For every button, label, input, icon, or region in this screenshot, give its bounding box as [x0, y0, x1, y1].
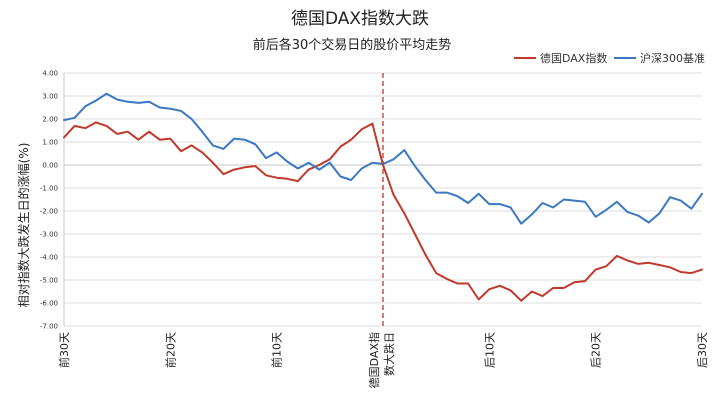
y-tick-label: 3.00 — [42, 93, 58, 101]
y-tick-label: 0.00 — [42, 162, 58, 170]
x-tick-label-part: 德国DAX指 — [367, 332, 381, 388]
legend-label-hs300: 沪深300基准 — [640, 51, 705, 65]
chart-subtitle: 前后各30个交易日的股价平均走势 — [253, 37, 452, 53]
y-tick-label: 4.00 — [42, 70, 58, 78]
y-tick-label: -6.00 — [40, 300, 58, 308]
legend-label-dax: 德国DAX指数 — [540, 51, 607, 65]
x-tick-label-text: 后10天 — [483, 332, 496, 368]
y-tick-label: -3.00 — [40, 231, 58, 239]
legend: 德国DAX指数 沪深300基准 — [514, 51, 705, 65]
x-tick-label: 前20天 — [163, 332, 177, 368]
y-tick-label: -1.00 — [40, 185, 58, 193]
y-tick-labels: 4.00 3.00 2.00 1.00 0.00 -1.00 -2.00 -3.00 -4.00… — [40, 70, 58, 331]
x-tick-label-text: 前20天 — [163, 332, 177, 368]
chart-title: 德国DAX指数大跌 — [291, 9, 429, 29]
x-tick-label-text: 前30天 — [57, 332, 71, 368]
x-tick-label: 后30天 — [696, 332, 709, 368]
grid — [63, 72, 702, 327]
x-tick-label-text: 前10天 — [270, 332, 284, 368]
y-tick-label: -2.00 — [40, 208, 58, 216]
x-tick-label: 德国DAX指 数大跌日 — [367, 332, 396, 388]
x-tick-label-part: 数大跌日 — [382, 332, 396, 376]
y-tick-label: -7.00 — [40, 323, 58, 331]
x-tick-labels: 前30天 前20天 前10天 德国DAX指 数大跌日 后10天 后20天 后30天 — [57, 332, 709, 388]
y-tick-label: 2.00 — [42, 116, 58, 124]
x-tick-label-text: 后30天 — [696, 332, 709, 368]
y-axis-label: 相对指数大跌发生日的涨幅(%) — [16, 143, 31, 308]
x-tick-label-text: 后20天 — [590, 332, 603, 368]
x-tick-label: 前30天 — [57, 332, 71, 368]
y-tick-label: -5.00 — [40, 277, 58, 285]
y-tick-label: -4.00 — [40, 254, 58, 262]
x-tick-label: 前10天 — [270, 332, 284, 368]
x-tick-label: 后20天 — [590, 332, 603, 368]
x-tick-label: 后10天 — [483, 332, 496, 368]
y-tick-label: 1.00 — [42, 139, 58, 147]
